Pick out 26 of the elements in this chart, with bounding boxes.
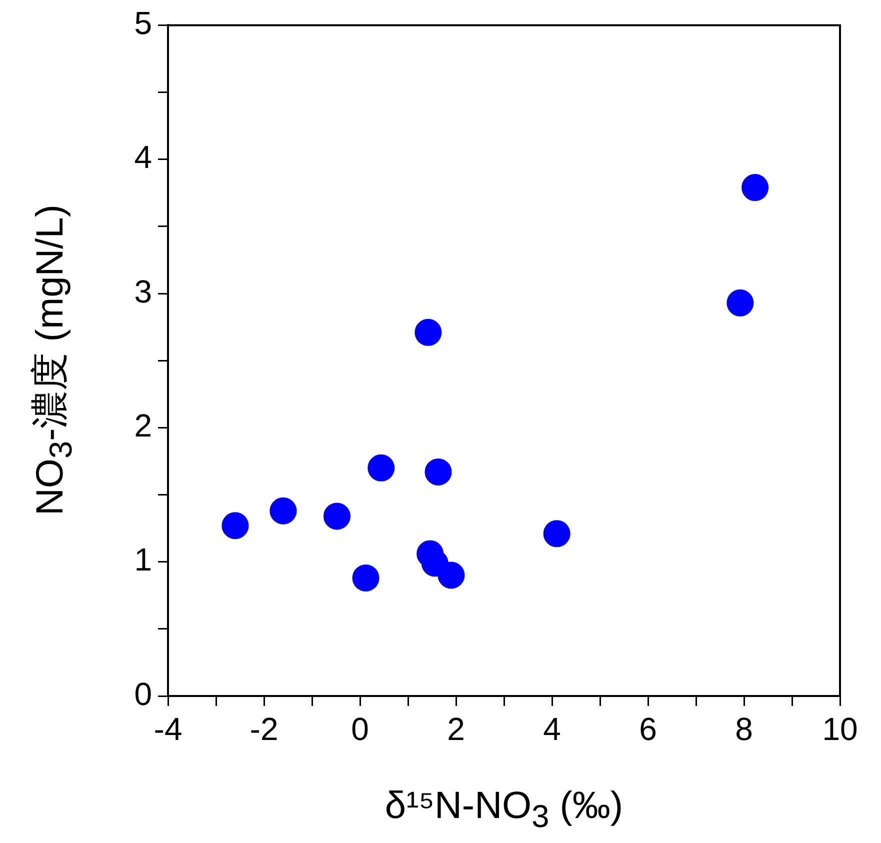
y-tick-label: 1 [134, 542, 152, 578]
y-tick-label: 4 [134, 139, 152, 176]
point [222, 512, 249, 540]
point [424, 458, 452, 486]
point [323, 502, 350, 530]
x-tick-label: 8 [735, 711, 753, 748]
point [368, 454, 395, 482]
point [352, 564, 380, 592]
point [414, 318, 442, 346]
y-tick-label: 5 [134, 5, 152, 42]
point [270, 497, 297, 524]
point [726, 289, 754, 316]
point [742, 174, 769, 202]
x-tick-label: -4 [154, 711, 182, 748]
x-tick-label: 2 [447, 711, 465, 748]
y-tick-label: 0 [134, 676, 152, 712]
x-tick-label: 6 [639, 711, 657, 748]
y-tick-label: 2 [134, 408, 152, 444]
x-tick-label: 0 [351, 711, 369, 748]
x-tick-label: -2 [250, 711, 278, 748]
point [438, 562, 465, 589]
x-tick-label: 4 [543, 711, 561, 748]
y-tick-label: 3 [134, 273, 152, 310]
x-axis-title: δ¹⁵N-NO$_{3}$ (‰) [384, 785, 624, 835]
x-tick-label: 10 [822, 711, 858, 748]
point [543, 520, 570, 548]
